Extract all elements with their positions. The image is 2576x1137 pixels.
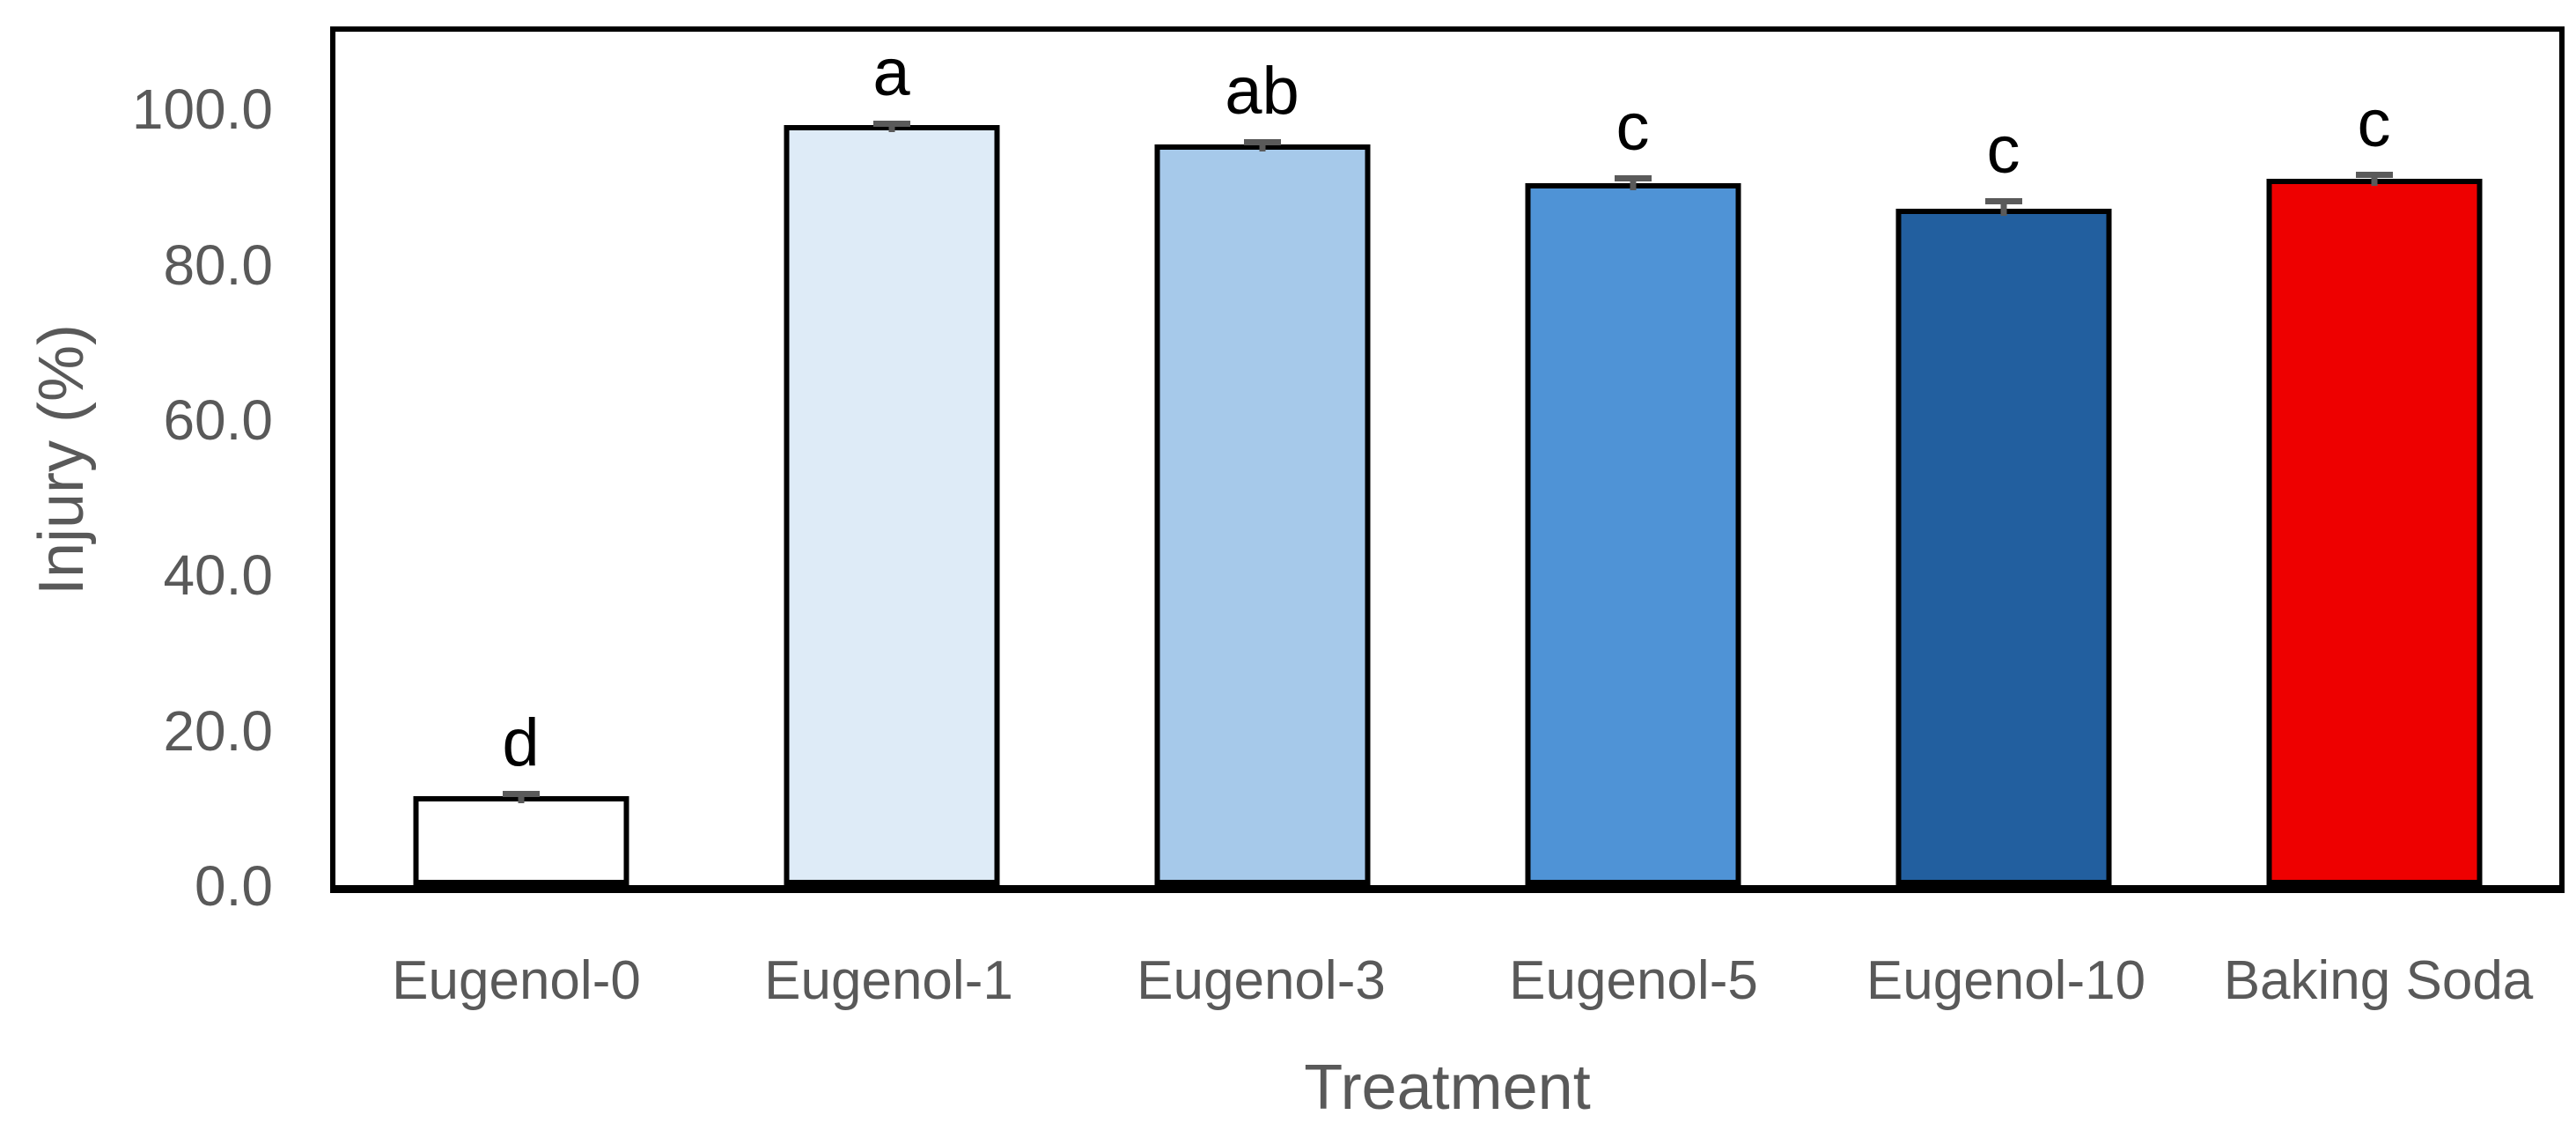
error-bar-cap xyxy=(1984,198,2022,205)
bar-eugenol-0 xyxy=(413,795,629,885)
error-bar-cap xyxy=(872,121,910,128)
y-tick-label: 40.0 xyxy=(163,543,273,608)
plot-area: d a ab c c c xyxy=(330,26,2565,893)
y-tick-label: 20.0 xyxy=(163,698,273,763)
significance-letter-eugenol-5: c xyxy=(1616,89,1650,165)
x-axis-title: Treatment xyxy=(1304,1052,1591,1123)
category-label-baking-soda: Baking Soda xyxy=(2223,950,2534,1011)
category-label-eugenol-10: Eugenol-10 xyxy=(1866,950,2146,1011)
error-bar-cap xyxy=(502,790,540,797)
significance-letter-eugenol-0: d xyxy=(502,705,540,780)
error-bar-cap xyxy=(1614,174,1652,181)
error-bar-cap xyxy=(1243,138,1281,145)
bar-baking-soda xyxy=(2266,179,2482,885)
significance-letter-eugenol-1: a xyxy=(872,35,910,111)
bar-eugenol-10 xyxy=(1895,208,2111,885)
category-label-eugenol-0: Eugenol-0 xyxy=(392,950,641,1011)
error-bar-eugenol-3 xyxy=(1243,138,1281,151)
bar-group-baking-soda: c xyxy=(2189,32,2559,885)
category-label-eugenol-1: Eugenol-1 xyxy=(764,950,1013,1011)
error-bar-eugenol-1 xyxy=(872,121,910,132)
bar-eugenol-1 xyxy=(784,124,999,885)
bar-eugenol-5 xyxy=(1525,182,1741,885)
error-bar-eugenol-10 xyxy=(1984,198,2022,216)
significance-letter-eugenol-3: ab xyxy=(1225,53,1299,129)
y-tick-label: 0.0 xyxy=(195,854,273,918)
bar-group-eugenol-10: c xyxy=(1818,32,2189,885)
bar-group-eugenol-1: a xyxy=(706,32,1077,885)
error-bar-eugenol-5 xyxy=(1614,174,1652,190)
y-tick-label: 60.0 xyxy=(163,388,273,452)
y-tick-label: 80.0 xyxy=(163,233,273,297)
error-bar-stem xyxy=(518,790,524,803)
bar-group-eugenol-0: d xyxy=(335,32,706,885)
significance-letter-eugenol-10: c xyxy=(1986,113,2020,188)
y-axis-tick-labels: 0.0 20.0 40.0 60.0 80.0 100.0 xyxy=(0,32,273,918)
bar-group-eugenol-5: c xyxy=(1447,32,1818,885)
error-bar-cap xyxy=(2355,172,2393,179)
y-tick-label: 100.0 xyxy=(131,78,273,142)
x-axis-tick-labels: Eugenol-0 Eugenol-1 Eugenol-3 Eugenol-5 Euge… xyxy=(330,949,2565,1013)
error-bar-stem xyxy=(1630,174,1636,190)
error-bar-stem xyxy=(1259,138,1265,151)
bar-eugenol-3 xyxy=(1154,144,1370,885)
error-bar-stem xyxy=(2000,198,2006,216)
bar-group-eugenol-3: ab xyxy=(1077,32,1447,885)
error-bar-stem xyxy=(2371,172,2377,187)
category-label-eugenol-5: Eugenol-5 xyxy=(1509,950,1758,1011)
category-label-eugenol-3: Eugenol-3 xyxy=(1137,950,1386,1011)
error-bar-eugenol-0 xyxy=(502,790,540,803)
error-bar-baking-soda xyxy=(2355,172,2393,187)
significance-letter-baking-soda: c xyxy=(2357,86,2391,162)
